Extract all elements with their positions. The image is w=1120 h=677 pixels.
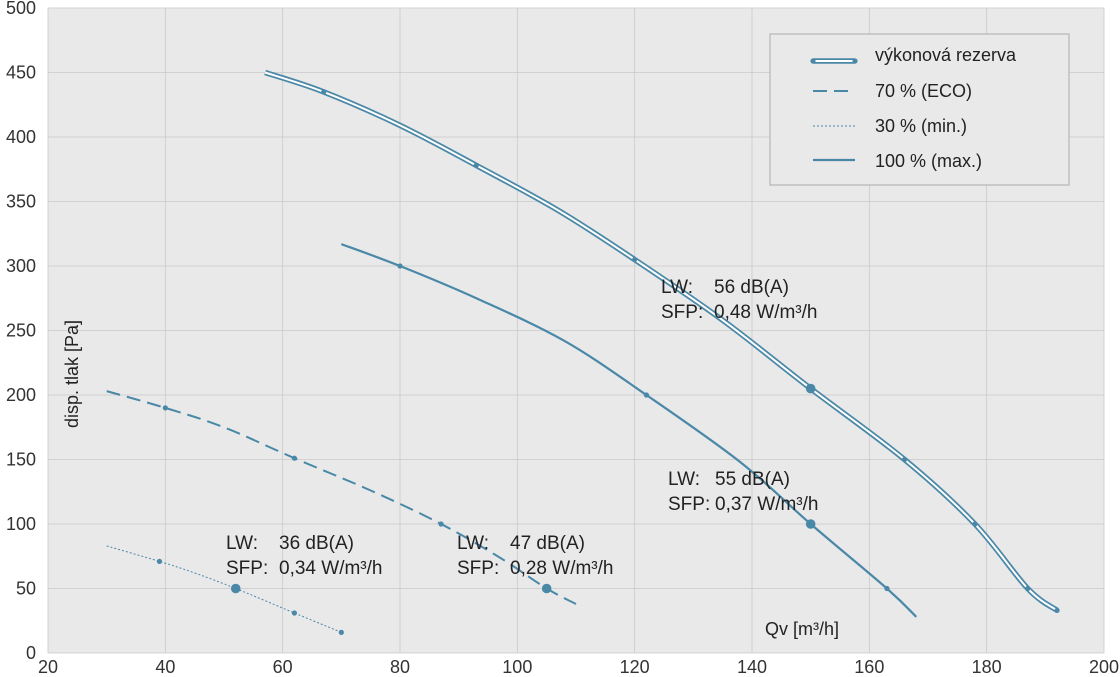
- legend-label-max: 100 % (max.): [875, 151, 982, 171]
- x-tick-label: 180: [972, 657, 1002, 677]
- data-point: [643, 392, 650, 398]
- y-tick-label: 150: [6, 450, 36, 470]
- x-tick-label: 60: [273, 657, 293, 677]
- data-point: [397, 263, 403, 269]
- data-point: [1054, 607, 1060, 614]
- y-tick-labels: 0 50 100 150 200 250 300 350 400 450 500: [6, 0, 36, 663]
- x-tick-label: 20: [38, 657, 58, 677]
- series-max: [340, 243, 918, 618]
- annotation-lw-value: 47 dB(A): [510, 533, 585, 554]
- data-point: [321, 89, 327, 95]
- data-point: [1025, 585, 1031, 592]
- data-point: [338, 629, 344, 635]
- x-axis-label: Qv [m³/h]: [765, 619, 839, 639]
- x-tick-label: 100: [502, 657, 532, 677]
- y-tick-label: 0: [26, 643, 36, 663]
- data-point: [632, 256, 638, 263]
- y-tick-label: 450: [6, 63, 36, 83]
- annotation-sfp-value: 0,48 W/m³/h: [714, 302, 817, 323]
- operating-point: [805, 383, 816, 394]
- series-min: [106, 545, 344, 635]
- annotation-lw-value: 55 dB(A): [715, 469, 790, 490]
- annotation-sfp-label: SFP:: [661, 302, 703, 323]
- series-vykonova-rezerva: [264, 69, 1060, 614]
- data-point: [291, 610, 297, 616]
- annotation-lw-label: LW:: [226, 533, 258, 554]
- x-tick-label: 120: [620, 657, 650, 677]
- legend-label-min: 30 % (min.): [875, 116, 967, 136]
- data-point: [438, 521, 444, 527]
- data-point: [972, 521, 978, 527]
- data-point: [884, 585, 890, 592]
- annotation-55db: LW: 55 dB(A) SFP: 0,37 W/m³/h: [668, 469, 818, 515]
- annotation-sfp-label: SFP:: [457, 558, 499, 579]
- data-point: [291, 455, 297, 461]
- annotation-sfp-label: SFP:: [226, 558, 268, 579]
- annotation-lw-value: 56 dB(A): [714, 277, 789, 298]
- x-tick-label: 160: [854, 657, 884, 677]
- legend-label-eco: 70 % (ECO): [875, 81, 972, 101]
- legend-swatches: [810, 58, 858, 162]
- x-tick-label: 140: [737, 657, 767, 677]
- annotation-sfp-value: 0,34 W/m³/h: [279, 558, 382, 579]
- y-tick-label: 400: [6, 127, 36, 147]
- x-tick-label: 40: [155, 657, 175, 677]
- legend-swatch-marker: [852, 58, 858, 64]
- y-tick-label: 500: [6, 0, 36, 18]
- annotation-sfp-value: 0,28 W/m³/h: [510, 558, 613, 579]
- series-eco: [106, 390, 577, 605]
- operating-point: [230, 583, 241, 594]
- y-tick-label: 200: [6, 385, 36, 405]
- y-tick-label: 300: [6, 256, 36, 276]
- legend: výkonová rezerva 70 % (ECO) 30 % (min.) …: [769, 33, 1070, 186]
- annotation-sfp-label: SFP:: [668, 494, 710, 515]
- series-group: [106, 69, 1060, 635]
- y-tick-label: 350: [6, 192, 36, 212]
- annotation-lw-value: 36 dB(A): [279, 533, 354, 554]
- y-tick-label: 250: [6, 321, 36, 341]
- legend-swatch-marker: [810, 58, 816, 64]
- x-tick-labels: 20 40 60 80 100 120 140 160 180 200: [38, 657, 1119, 677]
- y-tick-label: 50: [16, 579, 36, 599]
- legend-label-vykonova-rezerva: výkonová rezerva: [875, 45, 1017, 65]
- data-point: [473, 162, 479, 168]
- series-line-min: [106, 545, 342, 633]
- x-tick-label: 200: [1089, 657, 1119, 677]
- data-point: [162, 405, 168, 411]
- annotation-lw-label: LW:: [457, 533, 489, 554]
- annotation-lw-label: LW:: [668, 469, 700, 490]
- y-axis-label: disp. tlak [Pa]: [62, 320, 82, 428]
- annotation-lw-label: LW:: [661, 277, 693, 298]
- annotation-47db: LW: 47 dB(A) SFP: 0,28 W/m³/h: [457, 533, 613, 579]
- annotation-36db: LW: 36 dB(A) SFP: 0,34 W/m³/h: [226, 533, 382, 579]
- operating-point: [805, 519, 816, 529]
- series-line-eco: [106, 390, 577, 605]
- annotation-56db: LW: 56 dB(A) SFP: 0,48 W/m³/h: [661, 277, 817, 323]
- annotation-sfp-value: 0,37 W/m³/h: [715, 494, 818, 515]
- x-tick-label: 80: [390, 657, 410, 677]
- data-point: [901, 456, 908, 463]
- operating-point: [541, 583, 552, 594]
- y-tick-label: 100: [6, 514, 36, 534]
- data-point: [156, 558, 163, 565]
